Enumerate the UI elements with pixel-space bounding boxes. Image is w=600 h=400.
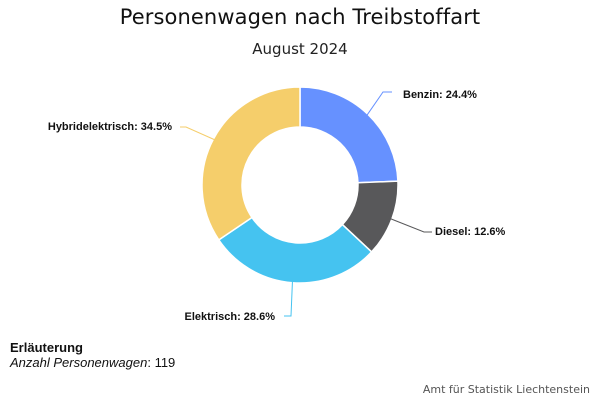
slice-label-elektrisch: Elektrisch: 28.6% [185, 311, 276, 323]
note-body: Anzahl Personenwagen: 119 [10, 355, 175, 370]
chart-subtitle: August 2024 [252, 40, 348, 58]
slice-label-diesel: Diesel: 12.6% [435, 226, 506, 238]
leader-line-hybridelektrisch [180, 126, 216, 141]
leader-lines [180, 91, 432, 317]
note-separator: : [147, 355, 155, 370]
leader-line-benzin [366, 91, 392, 117]
note-value: 119 [154, 355, 176, 370]
leader-line-diesel [389, 218, 432, 233]
donut-slices [201, 86, 399, 284]
chart-title: Personenwagen nach Treibstoffart [119, 5, 481, 29]
donut-slice-elektrisch[interactable] [218, 216, 373, 284]
slice-label-hybridelektrisch: Hybridelektrisch: 34.5% [48, 121, 172, 133]
source-credit: Amt für Statistik Liechtenstein [422, 383, 590, 396]
donut-slice-benzin[interactable] [299, 86, 399, 184]
leader-line-elektrisch [284, 280, 293, 317]
donut-slice-hybridelektrisch[interactable] [201, 86, 301, 241]
slice-labels: Benzin: 24.4% Diesel: 12.6% Elektrisch: 28… [48, 89, 506, 323]
slice-label-benzin: Benzin: 24.4% [403, 89, 477, 101]
note-label: Anzahl Personenwagen [10, 355, 148, 370]
note-heading: Erläuterung [10, 340, 83, 355]
